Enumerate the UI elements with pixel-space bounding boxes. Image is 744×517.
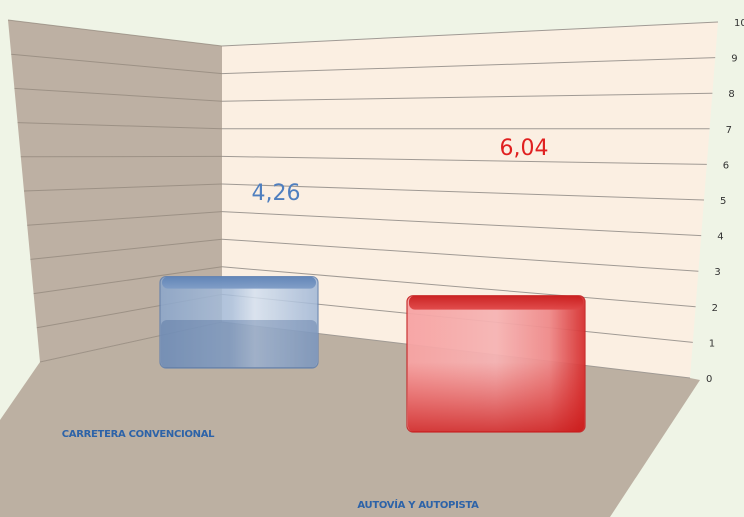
- bar-top-face: [162, 276, 316, 289]
- y-tick-label: 0: [706, 374, 712, 385]
- back-wall: [222, 22, 718, 378]
- back-gridline: [221, 238, 699, 272]
- back-gridline: [221, 92, 713, 102]
- y-tick-label: 4: [717, 232, 723, 243]
- side-gridline: [33, 266, 223, 295]
- y-tick-label: 9: [731, 54, 737, 65]
- y-tick-label: 3: [714, 267, 720, 278]
- value-labels: 4,26 6,04: [252, 136, 549, 206]
- back-gridline: [221, 57, 716, 75]
- y-axis-ticks: 0 1 2 3 4 5 6 7 8 9 10: [706, 18, 744, 385]
- y-tick-label: 7: [726, 125, 732, 136]
- side-gridline: [23, 183, 223, 192]
- bar: [159, 275, 319, 369]
- category-label: CARRETERA CONVENCIONAL: [62, 429, 215, 440]
- back-gridline: [221, 155, 707, 165]
- bar-value-label: 4,26: [252, 181, 301, 206]
- category-label: AUTOVÍA Y AUTOPISTA: [357, 498, 479, 511]
- side-gridline: [27, 211, 223, 226]
- bar-top-face: [409, 295, 583, 310]
- y-tick-label: 1: [709, 338, 715, 349]
- y-tick-label: 10: [734, 18, 744, 29]
- bar-shade: [161, 320, 317, 368]
- gridlines: [7, 19, 719, 379]
- back-gridline: [221, 266, 696, 308]
- bar-shade: [408, 362, 584, 432]
- y-tick-label: 8: [728, 89, 734, 100]
- back-gridline: [221, 183, 705, 201]
- side-gridline: [14, 87, 223, 102]
- y-tick-label: 6: [723, 160, 729, 171]
- bars: [159, 275, 586, 433]
- y-tick-label: 2: [712, 303, 718, 314]
- category-labels: CARRETERA CONVENCIONAL AUTOVÍA Y AUTOPIST…: [62, 429, 480, 511]
- back-gridline: [221, 21, 719, 47]
- side-gridline: [11, 53, 223, 75]
- y-tick-label: 5: [720, 196, 726, 207]
- side-gridline: [7, 19, 223, 47]
- bar-value-label: 6,04: [500, 136, 549, 161]
- back-gridline: [221, 211, 702, 237]
- side-gridline: [30, 238, 223, 260]
- side-gridline: [17, 122, 223, 130]
- bar: [406, 295, 586, 433]
